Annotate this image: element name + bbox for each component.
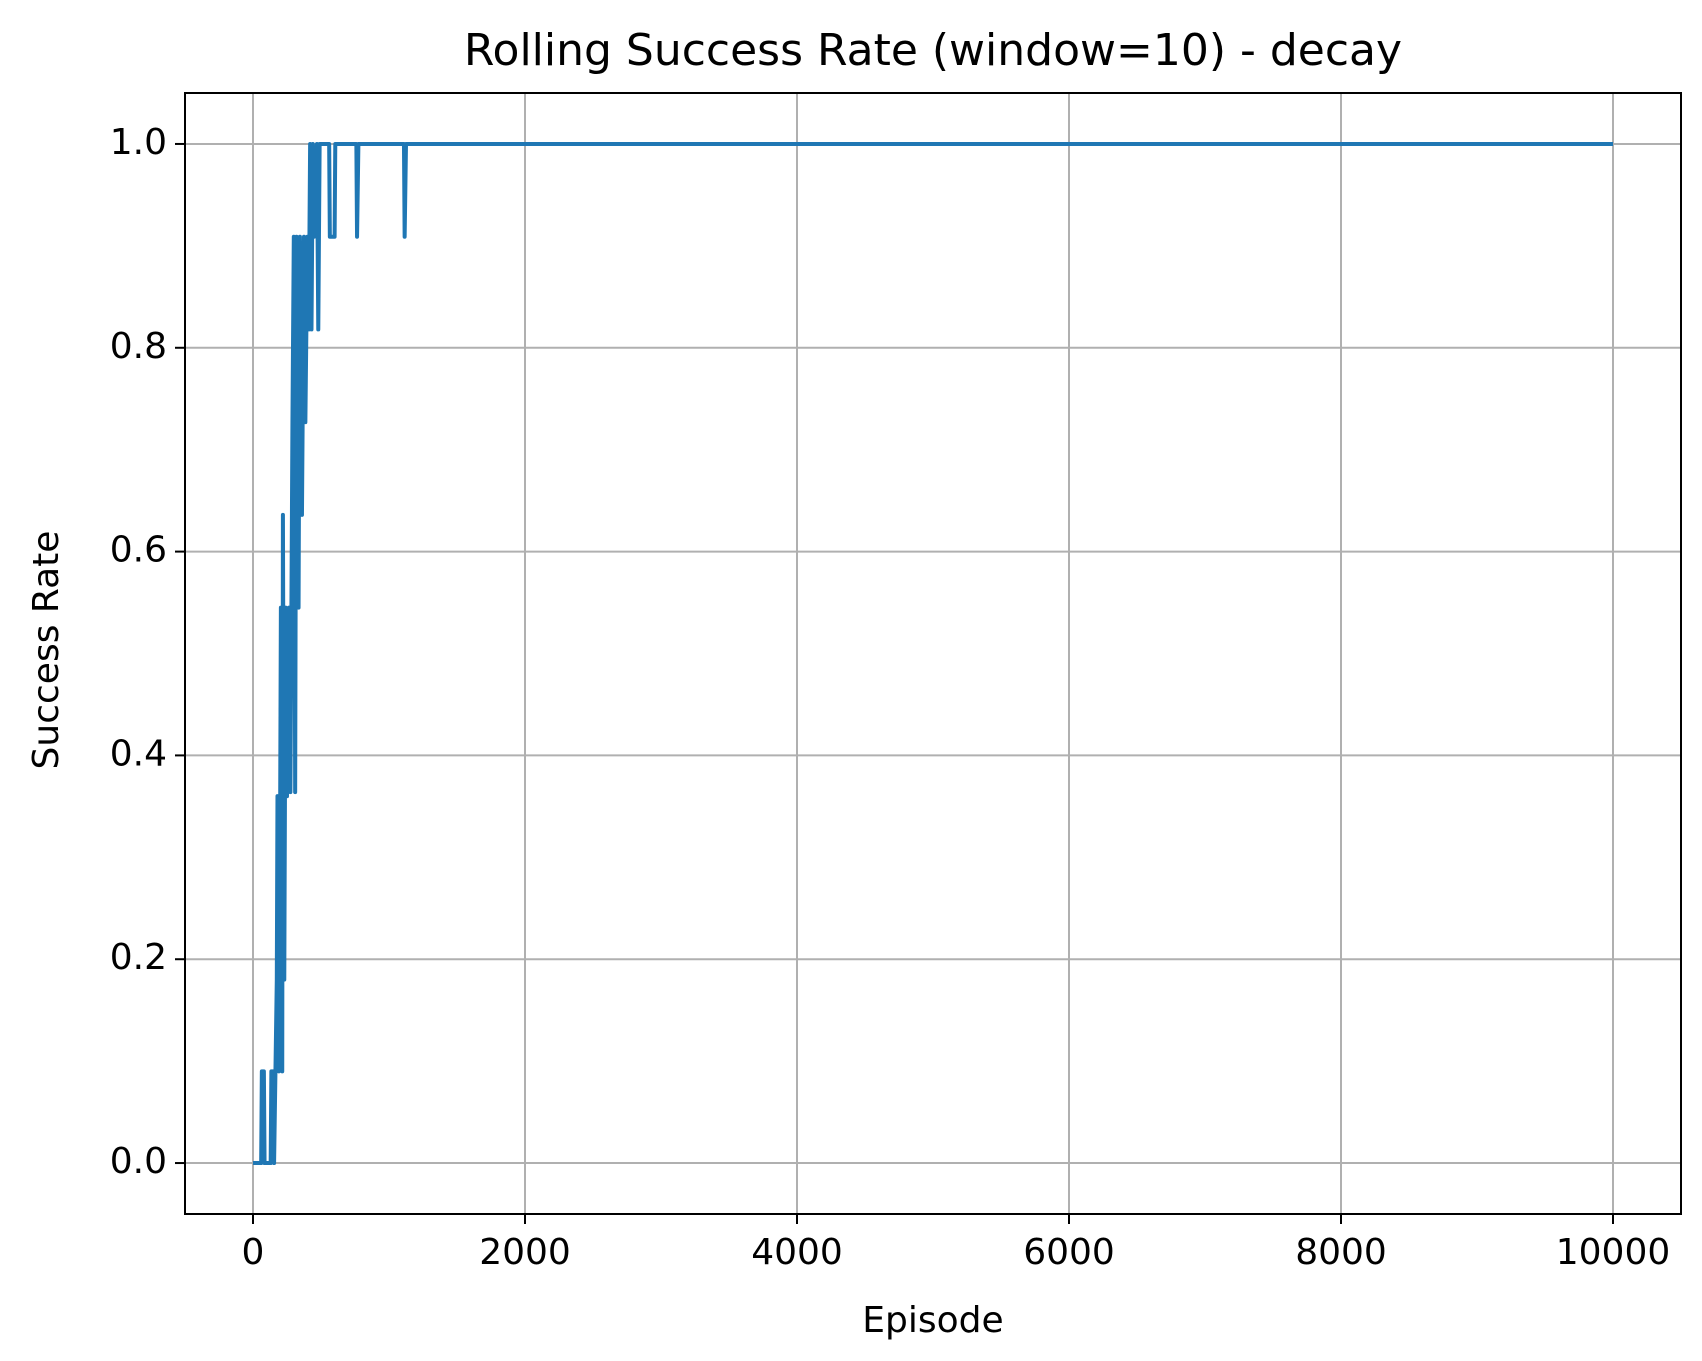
plot-frame: [184, 92, 1682, 1215]
y-tick-label: 0.0: [110, 1141, 167, 1182]
data-line: [253, 141, 1613, 1166]
y-tick-label: 0.2: [110, 937, 167, 978]
x-tick-label: 8000: [1295, 1232, 1387, 1273]
x-tick-label: 4000: [751, 1232, 843, 1273]
y-tick-label: 0.6: [110, 530, 167, 571]
x-tick-label: 2000: [479, 1232, 571, 1273]
x-axis-label: Episode: [862, 1300, 1003, 1341]
chart-title: Rolling Success Rate (window=10) - decay: [464, 25, 1402, 76]
x-tick-label: 10000: [1556, 1232, 1671, 1273]
x-tick-label: 0: [242, 1232, 265, 1273]
y-tick-label: 1.0: [110, 122, 167, 163]
x-tick-label: 6000: [1023, 1232, 1115, 1273]
y-tick-label: 0.8: [110, 326, 167, 367]
y-axis-label: Success Rate: [26, 531, 67, 770]
y-tick-label: 0.4: [110, 733, 167, 774]
